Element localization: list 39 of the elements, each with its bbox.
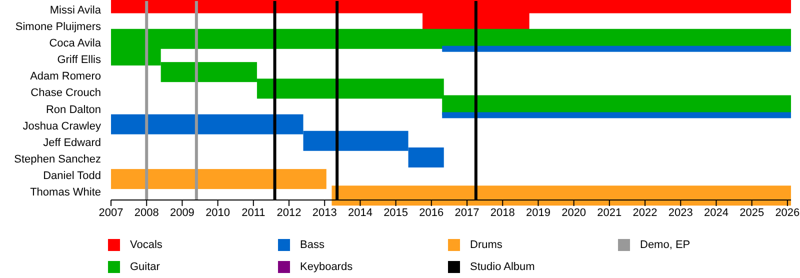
y-tick-label: Daniel Todd [43, 170, 101, 182]
x-tick-label: 2010 [206, 206, 230, 219]
x-tick-label: 2014 [348, 206, 372, 219]
y-tick-label: Thomas White [30, 186, 101, 199]
x-tick-label: 2023 [668, 206, 693, 219]
y-tick-label: Griff Ellis [57, 54, 102, 66]
x-tick-label: 2026 [775, 206, 800, 219]
x-tick-label: 2013 [312, 206, 337, 219]
legend-label: Drums [470, 239, 502, 251]
legend-label: Vocals [130, 239, 162, 251]
x-tick-label: 2008 [134, 206, 159, 219]
x-tick-label: 2012 [276, 206, 302, 219]
y-tick-label: Joshua Crawley [22, 120, 102, 132]
y-tick-label: Adam Romero [30, 70, 101, 83]
legend-label: Bass [300, 239, 324, 251]
legend-label: Demo, EP [640, 239, 690, 251]
y-tick-label: Jeff Edward [43, 136, 101, 149]
x-tick-label: 2019 [526, 206, 550, 219]
x-tick-label: 2011 [242, 206, 266, 219]
x-tick-label: 2025 [740, 206, 764, 219]
x-tick-label: 2022 [632, 206, 658, 219]
x-tick-label: 2015 [384, 206, 408, 219]
x-tick-label: 2021 [597, 206, 622, 219]
legend-label: Guitar [130, 261, 160, 273]
y-tick-label: Missi Avila [50, 4, 102, 16]
x-tick-label: 2007 [98, 206, 124, 219]
x-tick-label: 2009 [170, 206, 194, 219]
y-tick-label: Ron Dalton [46, 104, 101, 116]
y-tick-label: Stephen Sanchez [14, 154, 101, 166]
legend-label: Keyboards [300, 261, 353, 273]
x-tick-label: 2017 [454, 206, 480, 219]
x-tick-label: 2020 [562, 206, 586, 219]
y-tick-label: Coca Avila [49, 37, 102, 50]
y-tick-label: Chase Crouch [30, 87, 101, 100]
legend-label: Studio Album [470, 261, 535, 273]
x-tick-label: 2024 [704, 206, 728, 219]
x-tick-label: 2016 [419, 206, 444, 219]
x-tick-label: 2018 [490, 206, 515, 219]
y-tick-label: Simone Pluijmers [15, 20, 102, 33]
